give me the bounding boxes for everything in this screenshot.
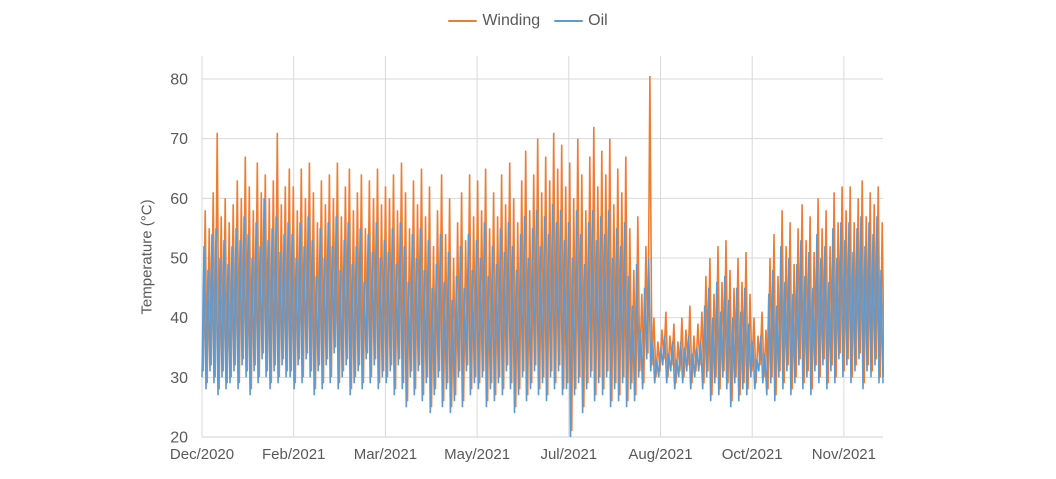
x-tick-label: Dec/2020 xyxy=(170,446,234,463)
y-tick-label: 20 xyxy=(170,430,188,447)
winding-line-swatch xyxy=(448,19,478,23)
x-tick-label: Oct/2021 xyxy=(722,446,783,463)
oil-series-line xyxy=(201,198,884,438)
y-tick-label: 40 xyxy=(170,310,188,327)
x-tick-label: Feb/2021 xyxy=(262,446,325,463)
y-tick-label: 30 xyxy=(170,370,188,387)
x-tick-label: May/2021 xyxy=(444,446,510,463)
y-tick-label: 50 xyxy=(170,250,188,267)
y-tick-label: 60 xyxy=(170,191,188,208)
x-tick-label: Jul/2021 xyxy=(540,446,597,463)
legend-item-oil: Oil xyxy=(554,12,608,30)
chart-legend: Winding Oil xyxy=(0,12,1056,30)
x-tick-label: Aug/2021 xyxy=(628,446,692,463)
oil-line-swatch xyxy=(554,19,584,23)
legend-label-winding: Winding xyxy=(482,12,541,29)
x-tick-label: Nov/2021 xyxy=(812,446,876,463)
legend-item-winding: Winding xyxy=(448,12,540,30)
x-tick-label: Mar/2021 xyxy=(354,446,417,463)
y-tick-label: 80 xyxy=(170,71,188,88)
y-tick-label: 70 xyxy=(170,131,188,148)
legend-label-oil: Oil xyxy=(588,12,608,29)
